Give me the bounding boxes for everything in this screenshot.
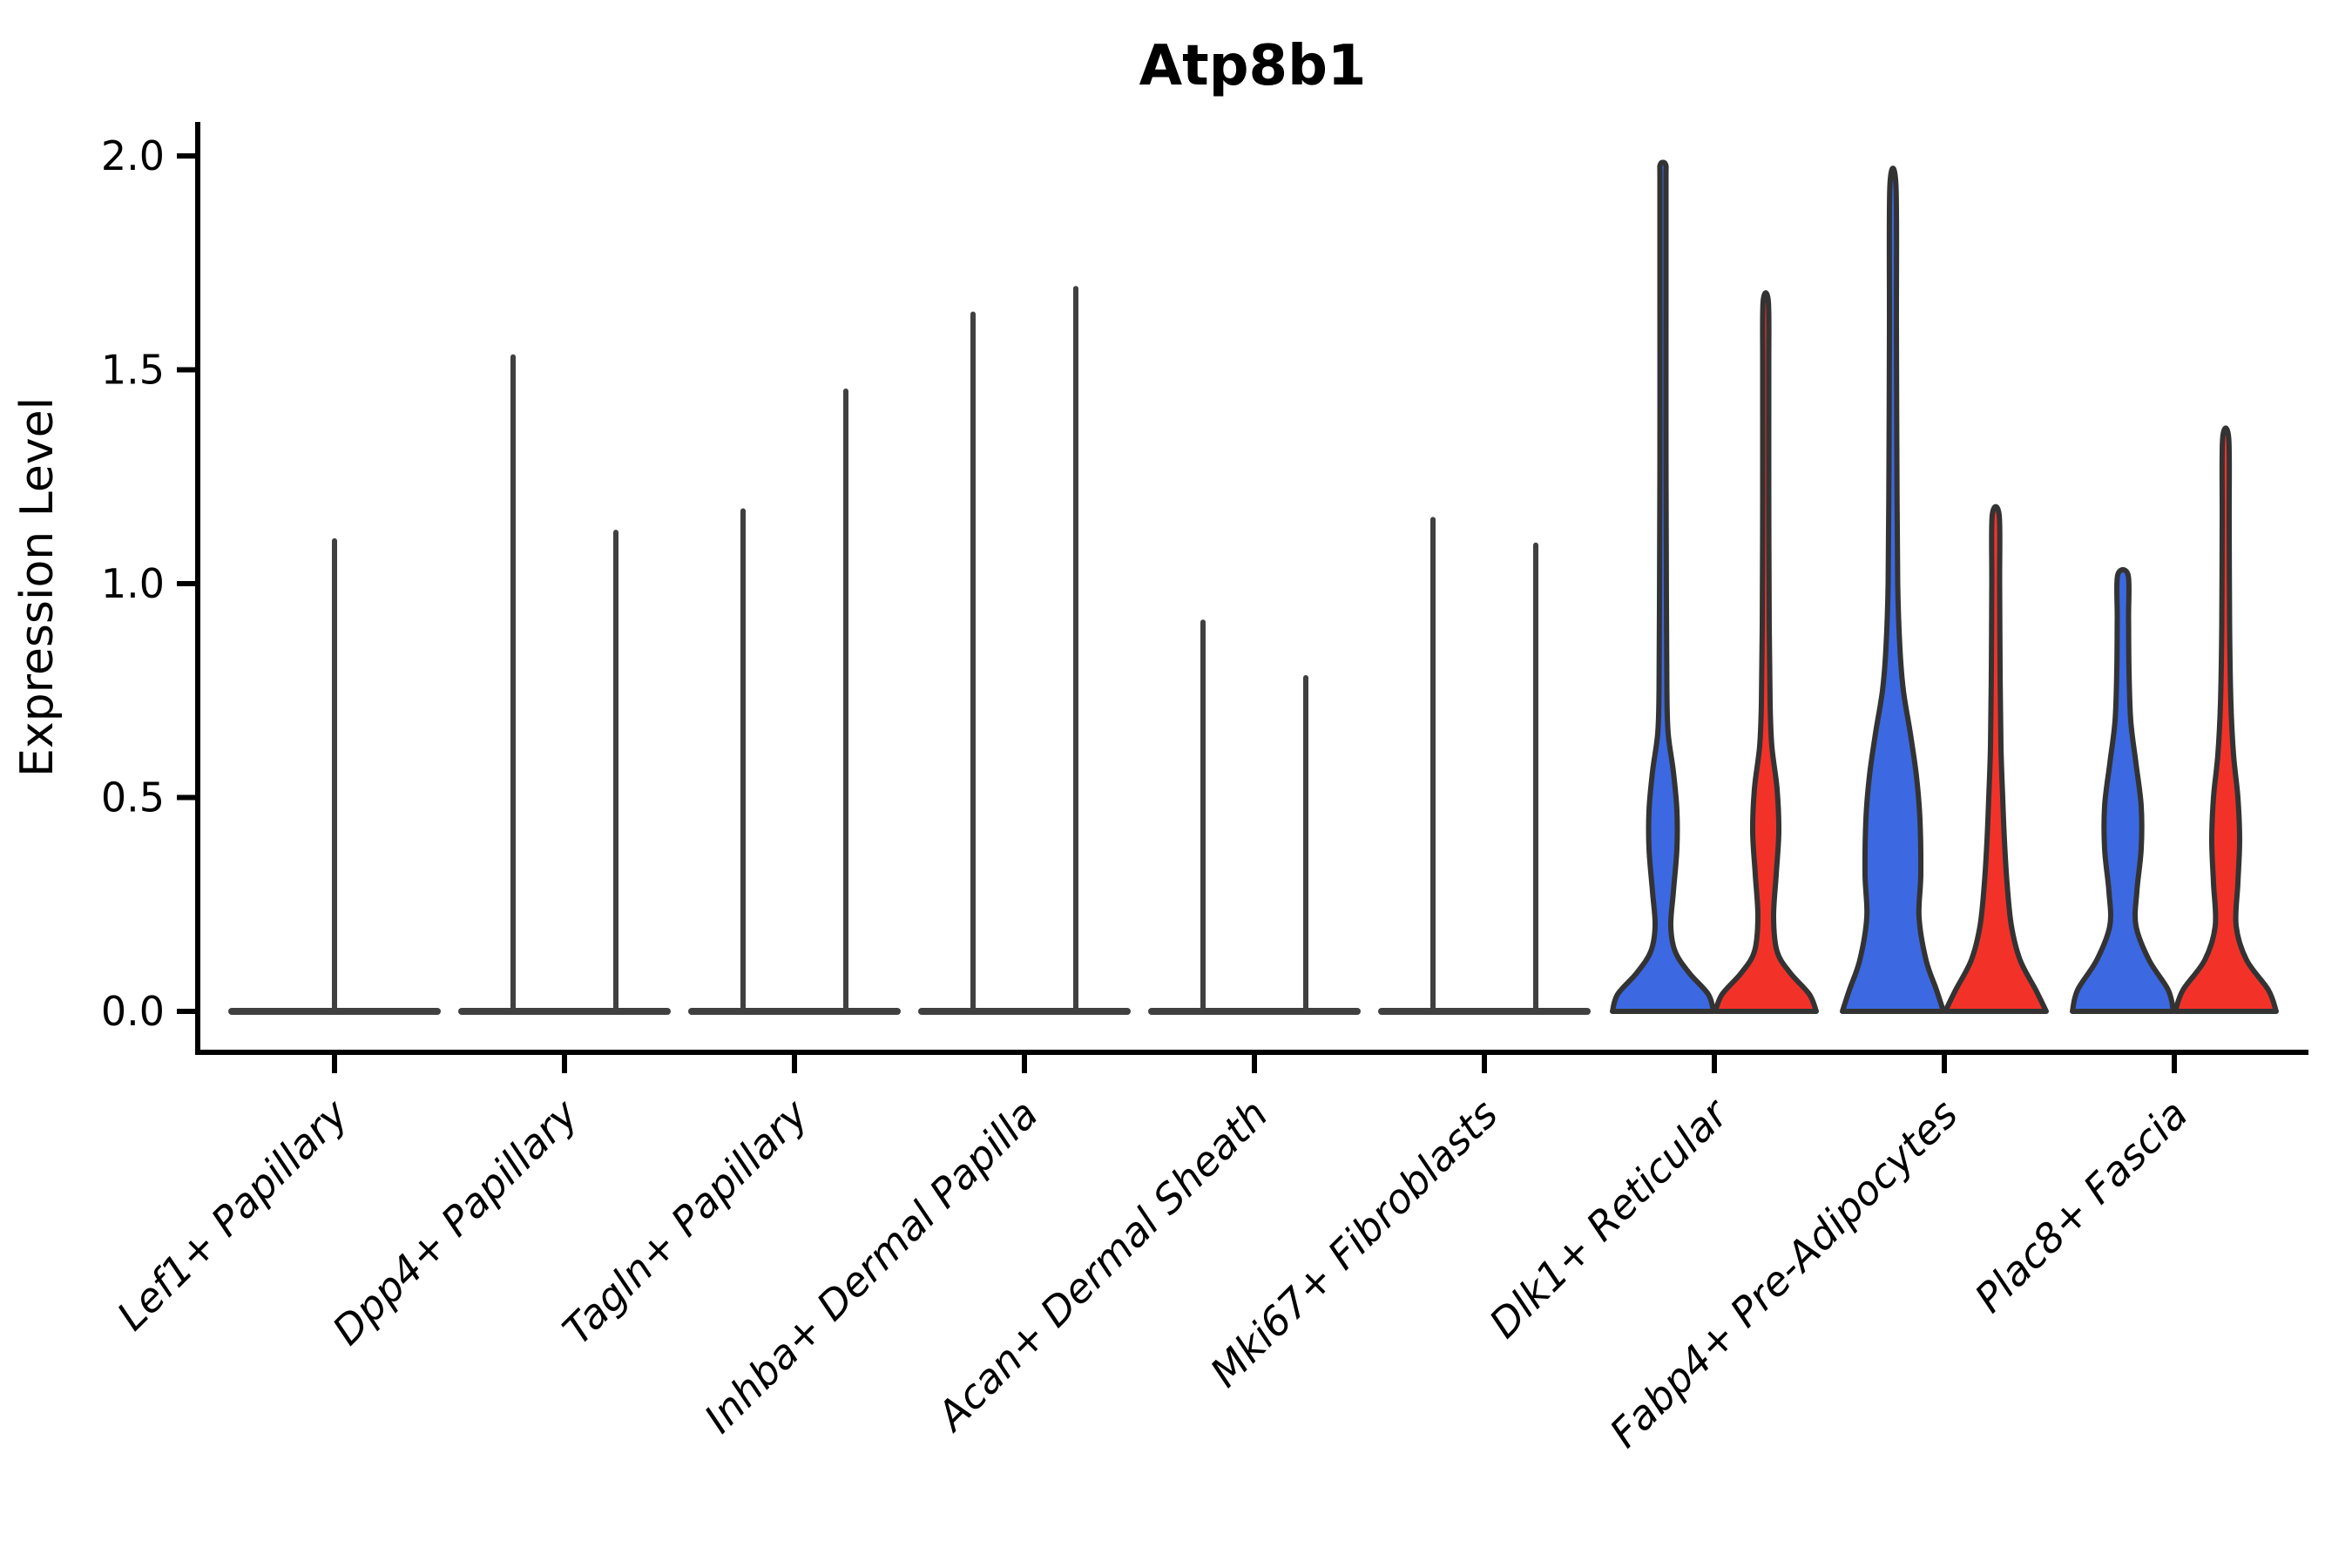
x-tick-label: Dpp4+ Papillary (323, 1090, 587, 1354)
x-tick-label: Lef1+ Papillary (108, 1090, 357, 1339)
y-tick-label: 2.0 (101, 132, 165, 179)
y-tick-label: 1.0 (101, 560, 165, 607)
y-tick-label: 0.5 (101, 774, 165, 821)
violin-red-Dlk1+ Reticular (1713, 290, 1819, 1014)
violin-blue-Dlk1+ Reticular (1610, 159, 1716, 1014)
violin-blue-Plac8+ Fascia (2070, 567, 2176, 1014)
violin-red-Fabp4+ Pre-Adipocytes (1943, 504, 2049, 1014)
x-tick-label: Plac8+ Fascia (1965, 1091, 2196, 1321)
violin-red-Plac8+ Fascia (2173, 425, 2279, 1014)
violin-blue-Fabp4+ Pre-Adipocytes (1840, 166, 1946, 1014)
x-tick-label: Dlk1+ Reticular (1480, 1088, 1739, 1347)
chart-title: Atp8b1 (1139, 34, 1367, 98)
y-axis-label: Expression Level (11, 397, 64, 777)
x-tick-label: Tagln+ Papillary (553, 1090, 817, 1354)
y-tick-label: 1.5 (101, 347, 165, 394)
y-tick-label: 0.0 (101, 988, 165, 1035)
